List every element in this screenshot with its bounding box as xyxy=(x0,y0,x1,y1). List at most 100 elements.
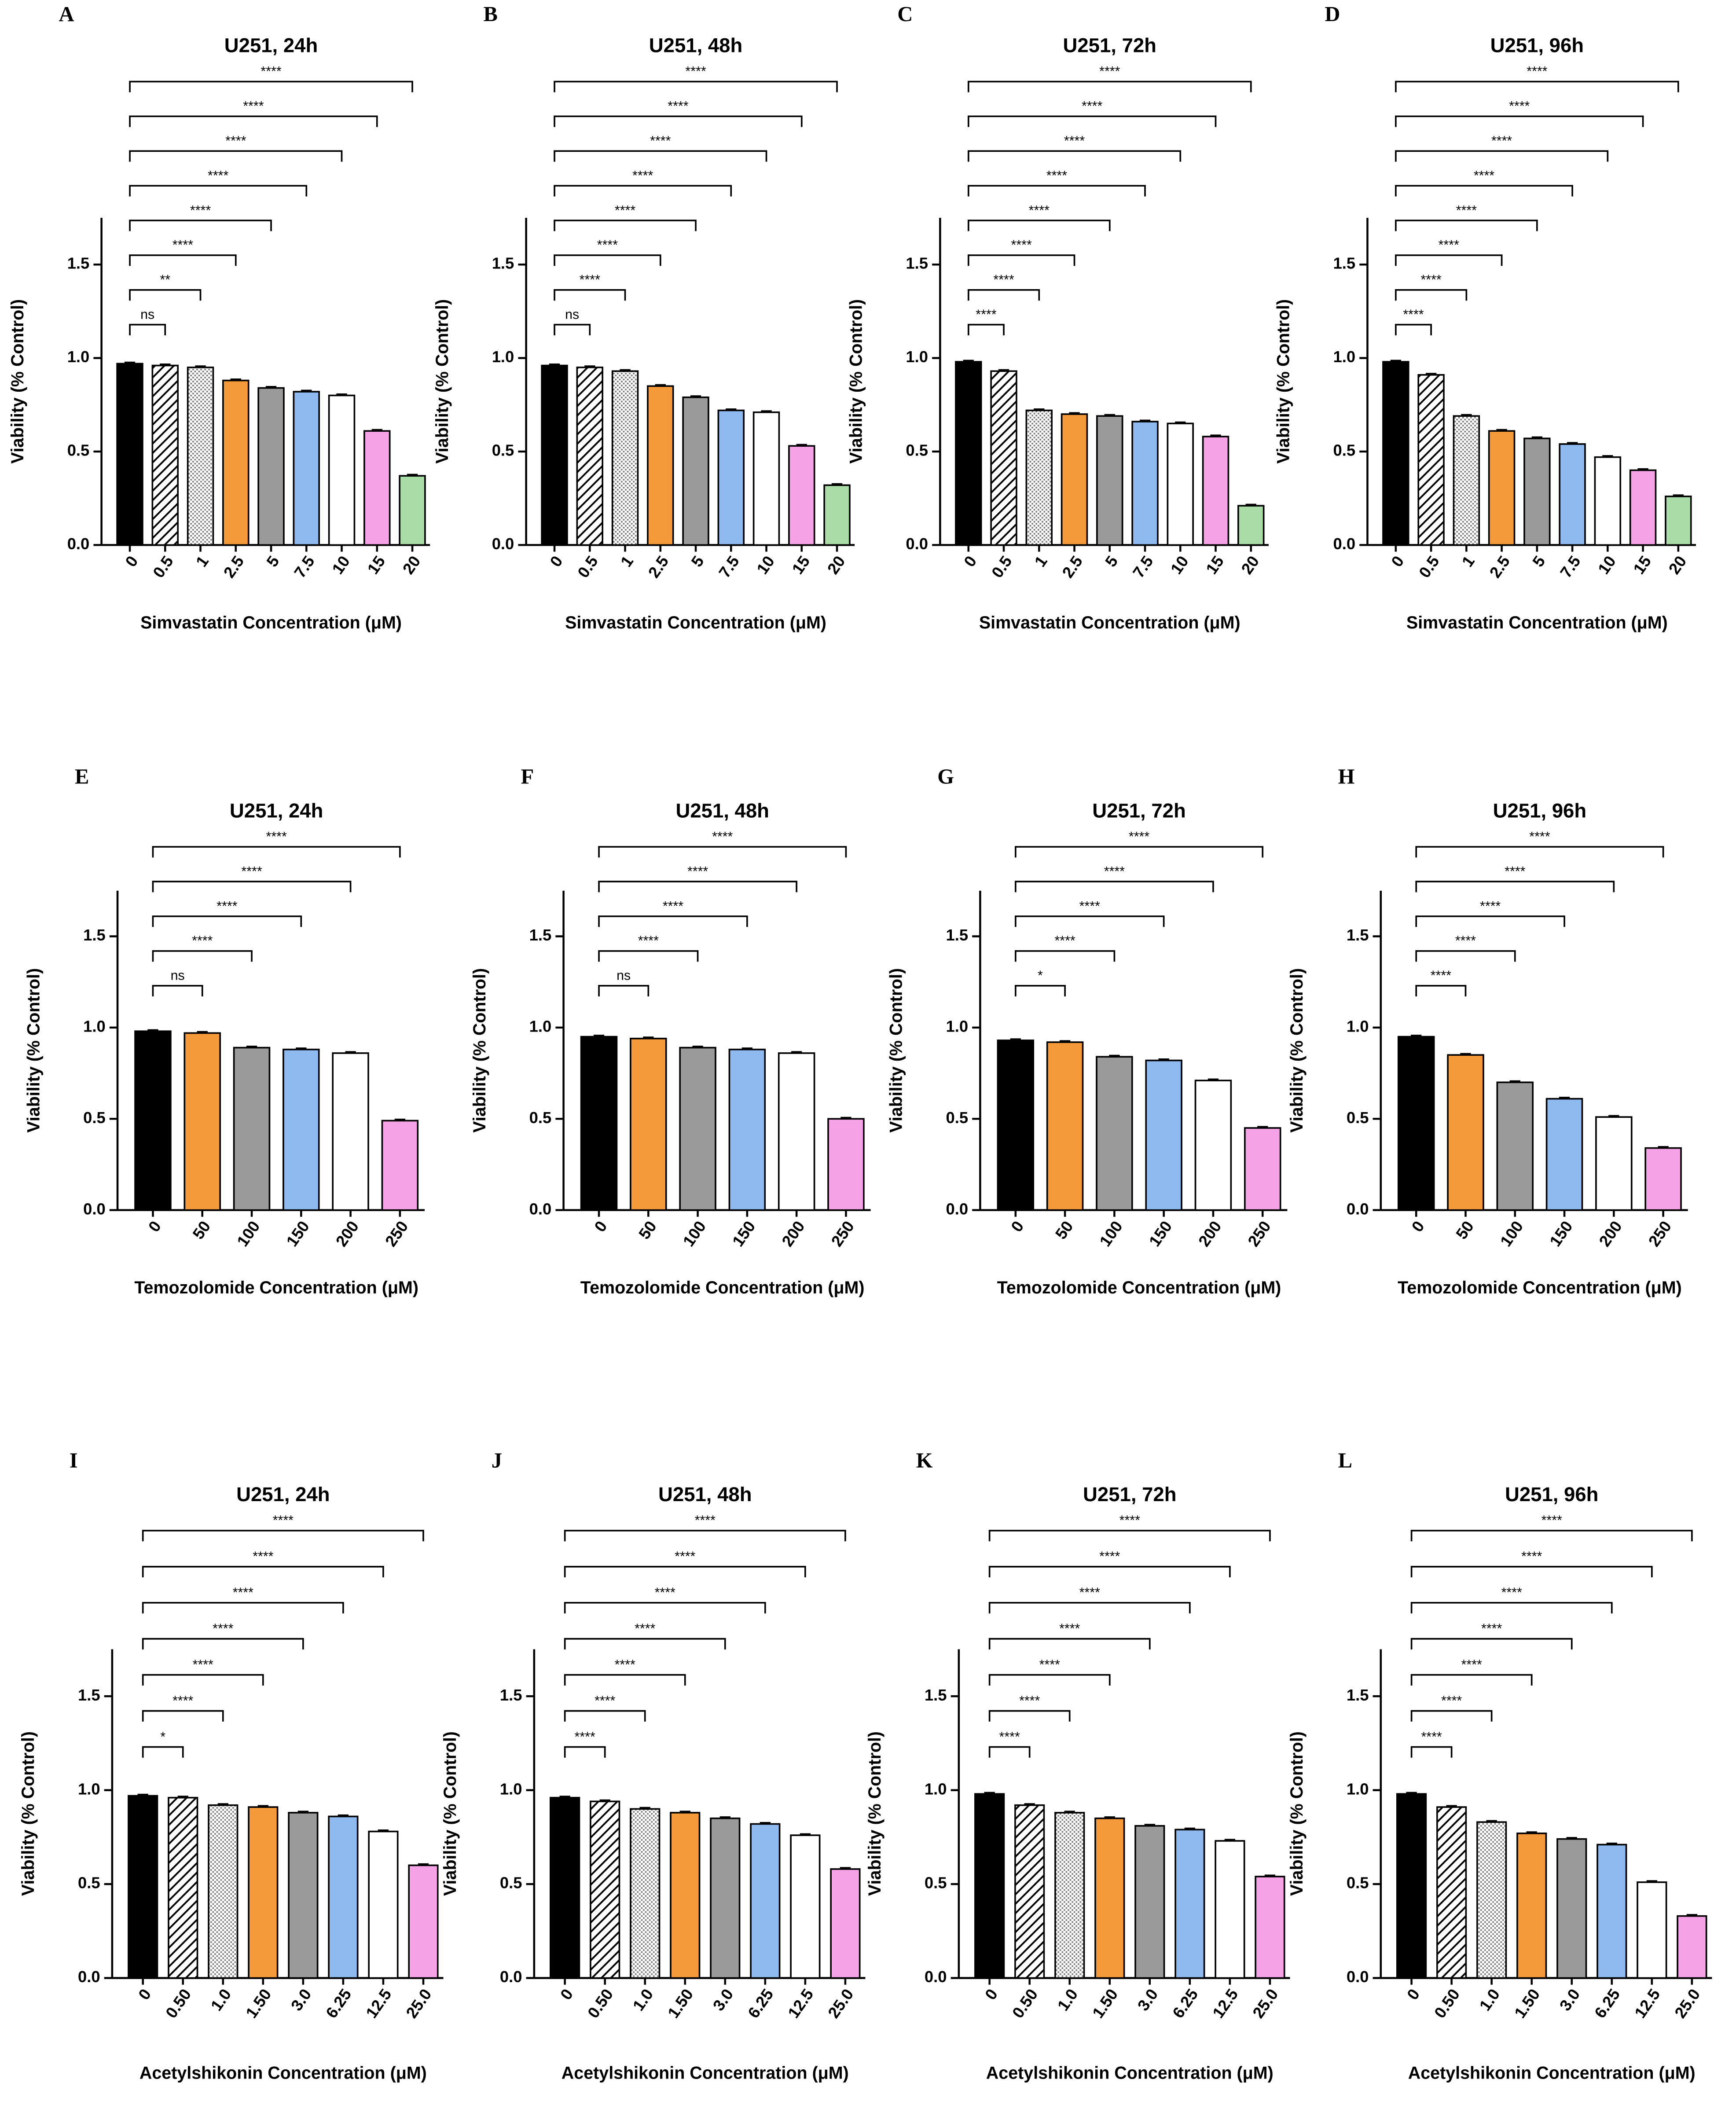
y-tick-label: 1.5 xyxy=(1347,926,1369,944)
bar xyxy=(208,1804,239,1979)
bar xyxy=(283,1048,320,1211)
significance-bracket xyxy=(152,846,401,858)
significance-label: **** xyxy=(712,830,733,844)
significance-bracket xyxy=(1395,150,1609,162)
bar xyxy=(184,1032,221,1211)
x-tick-label: 12.5 xyxy=(1209,1985,1241,2021)
significance-bracket xyxy=(1410,1638,1573,1650)
panel-label: D xyxy=(1325,2,1340,26)
bar xyxy=(1131,421,1159,546)
x-tick-label: 0.5 xyxy=(574,552,602,581)
significance-bracket xyxy=(142,1638,304,1650)
bar xyxy=(1447,1054,1484,1211)
x-tick-label: 150 xyxy=(1546,1218,1576,1250)
x-tick-label: 2.5 xyxy=(1058,552,1086,581)
x-tick-label: 5 xyxy=(1529,552,1549,570)
significance-bracket xyxy=(1410,1710,1493,1722)
bar xyxy=(630,1808,661,1979)
bar xyxy=(1244,1127,1281,1211)
significance-bracket xyxy=(564,1710,646,1722)
x-tick-label: 20 xyxy=(399,552,424,577)
x-tick-label: 0 xyxy=(145,1218,165,1235)
significance-label: **** xyxy=(597,238,618,253)
bar xyxy=(1417,374,1445,546)
bar xyxy=(1644,1147,1682,1211)
x-tick-label: 1.0 xyxy=(629,1985,657,2014)
significance-bracket xyxy=(142,1746,184,1758)
significance-label: **** xyxy=(1029,203,1050,218)
significance-label: **** xyxy=(1079,1586,1100,1600)
significance-label: **** xyxy=(655,1586,675,1600)
y-tick-label: 0.5 xyxy=(67,441,90,459)
bar xyxy=(541,364,568,546)
significance-label: **** xyxy=(217,899,237,914)
x-tick-label: 1 xyxy=(617,552,637,570)
significance-bracket xyxy=(142,1601,344,1614)
bar xyxy=(128,1795,158,1979)
significance-label: **** xyxy=(225,134,246,148)
significance-bracket xyxy=(564,1674,686,1686)
x-tick-label: 1.0 xyxy=(1476,1985,1504,2014)
bar xyxy=(611,370,639,546)
y-tick-label: 0.0 xyxy=(906,535,928,553)
bar xyxy=(997,1039,1035,1211)
significance-label: ns xyxy=(171,969,185,983)
significance-bracket xyxy=(1415,950,1516,962)
significance-bracket xyxy=(1410,1566,1653,1578)
significance-label: **** xyxy=(1474,169,1494,183)
x-tick-label: 1 xyxy=(1031,552,1051,570)
significance-label: **** xyxy=(1011,238,1032,253)
x-tick-label: 150 xyxy=(283,1218,312,1250)
bar xyxy=(788,445,815,546)
significance-bracket xyxy=(1395,323,1432,335)
significance-bracket xyxy=(1015,881,1214,893)
bar xyxy=(682,396,709,546)
significance-label: **** xyxy=(1082,99,1102,114)
significance-label: * xyxy=(1038,969,1043,983)
significance-bracket xyxy=(152,985,203,997)
y-tick-label: 0.0 xyxy=(1347,1200,1369,1218)
x-tick-label: 7.5 xyxy=(1129,552,1157,581)
bar xyxy=(328,1815,359,1979)
bar xyxy=(399,475,426,546)
y-tick-label: 0.0 xyxy=(500,1968,522,1986)
chart-title: U251, 72h xyxy=(1092,799,1185,822)
bar xyxy=(827,1118,865,1211)
significance-label: **** xyxy=(1527,64,1547,79)
significance-label: ns xyxy=(140,307,154,322)
significance-bracket xyxy=(1415,881,1615,893)
significance-bracket xyxy=(967,115,1217,127)
bar xyxy=(363,430,391,546)
x-tick-label: 1.50 xyxy=(1089,1985,1121,2021)
x-tick-label: 1.50 xyxy=(664,1985,697,2021)
significance-label: **** xyxy=(635,1622,655,1636)
significance-label: **** xyxy=(615,1657,635,1672)
significance-bracket xyxy=(152,881,352,893)
x-tick-label: 2.5 xyxy=(645,552,672,581)
bar xyxy=(728,1048,766,1211)
bar xyxy=(955,361,982,546)
significance-label: **** xyxy=(999,1730,1020,1744)
x-tick-label: 25.0 xyxy=(1249,1985,1281,2021)
significance-label: **** xyxy=(1461,1657,1482,1672)
significance-label: **** xyxy=(1019,1693,1040,1708)
x-axis-label: Temozolomide Concentration (μM) xyxy=(997,1278,1281,1297)
bar xyxy=(1215,1840,1245,1979)
x-tick-label: 7.5 xyxy=(1556,552,1584,581)
x-axis-label: Temozolomide Concentration (μM) xyxy=(1398,1278,1682,1297)
significance-bracket xyxy=(598,915,748,927)
bar xyxy=(1202,436,1230,546)
panel-label: B xyxy=(484,2,498,26)
significance-bracket xyxy=(152,950,253,962)
y-tick-label: 0.0 xyxy=(1347,1968,1369,1986)
x-tick-label: 0 xyxy=(960,552,980,570)
bar xyxy=(630,1037,667,1211)
x-tick-label: 1.0 xyxy=(207,1985,235,2014)
bar xyxy=(1594,456,1622,546)
y-tick-label: 1.0 xyxy=(1333,348,1356,366)
x-tick-label: 25.0 xyxy=(402,1985,435,2021)
x-tick-label: 0.50 xyxy=(162,1985,195,2021)
significance-label: **** xyxy=(1079,899,1100,914)
significance-bracket xyxy=(967,220,1111,231)
bar xyxy=(1096,415,1123,546)
